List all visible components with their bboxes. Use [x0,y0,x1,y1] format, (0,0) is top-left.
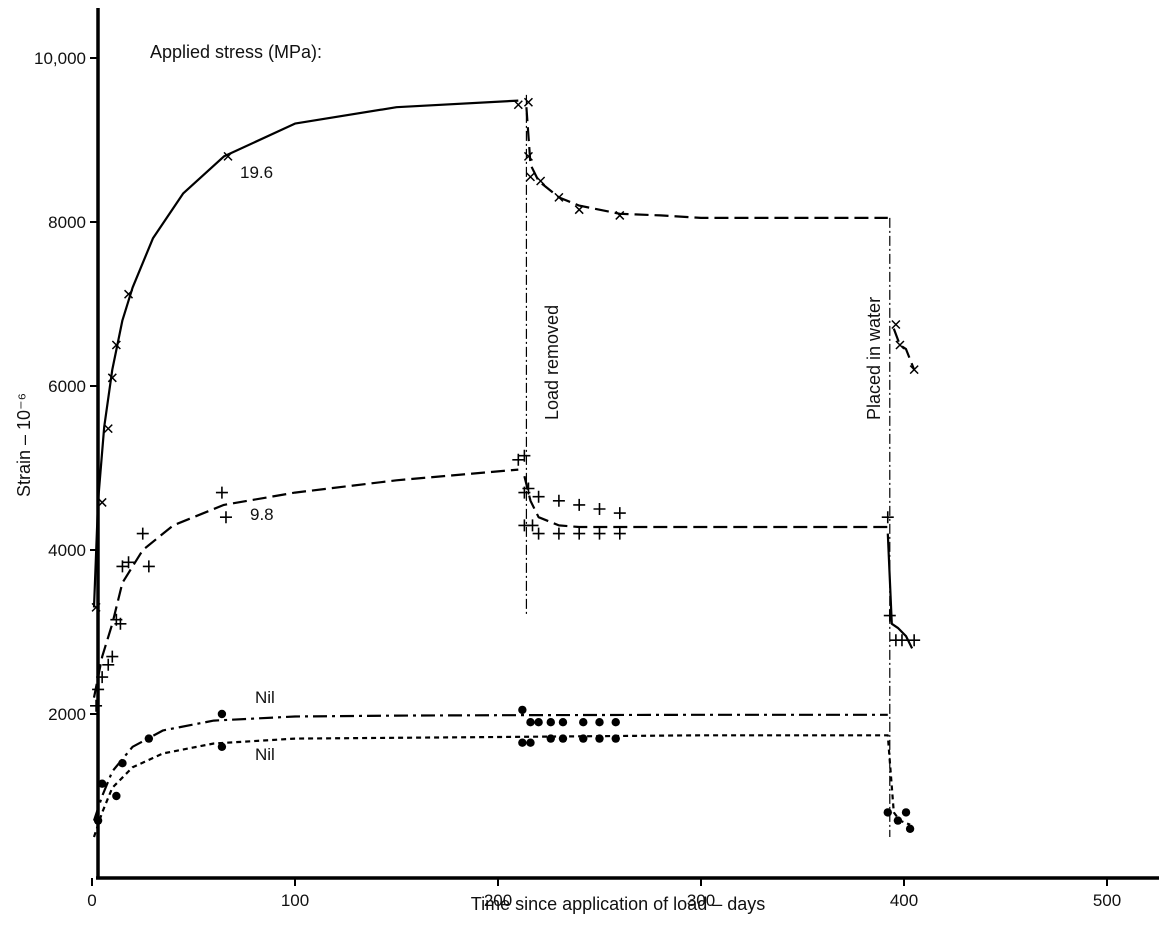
data-point-dot [595,718,603,726]
data-point-plus [614,507,626,519]
data-point-dot [98,780,106,788]
data-point-dot [526,718,534,726]
data-point-plus [594,528,606,540]
data-point-plus [614,528,626,540]
series-label-nil-lower: Nil [255,745,275,764]
data-point-dot [145,734,153,742]
data-point-x [524,98,532,106]
series-line [888,534,912,649]
data-point-dot [118,759,126,767]
data-point-dot [595,734,603,742]
y-tick-label: 6000 [48,377,86,396]
data-point-dot [218,743,226,751]
y-tick-label: 10,000 [34,49,86,68]
data-point-plus [143,560,155,572]
data-point-dot [906,825,914,833]
data-point-x [537,177,545,185]
series-line [94,470,518,698]
data-point-plus [553,495,565,507]
y-tick-label: 2000 [48,705,86,724]
y-axis-label: Strain – 10⁻⁶ [14,393,34,497]
data-point-dot [547,718,555,726]
data-point-dot [218,710,226,718]
data-point-x [514,101,522,109]
data-point-plus [137,528,149,540]
y-tick-label: 4000 [48,541,86,560]
data-point-dot [902,808,910,816]
data-point-x [896,341,904,349]
x-tick-label: 400 [890,891,918,910]
y-tick-label: 8000 [48,213,86,232]
series-label-19-6: 19.6 [240,163,273,182]
data-point-x [892,321,900,329]
series-label-9-8: 9.8 [250,505,274,524]
data-point-dot [518,706,526,714]
data-point-dot [112,792,120,800]
data-point-plus [573,499,585,511]
data-point-dot [559,718,567,726]
data-point-dot [579,734,587,742]
x-axis-label: Time since application of load – days [471,894,766,914]
series-label-nil-upper: Nil [255,688,275,707]
legend-title: Applied stress (MPa): [150,42,322,62]
data-point-x [575,206,583,214]
data-point-x [524,152,532,160]
series-line [526,107,887,218]
x-tick-label: 0 [87,891,96,910]
annotation-load-removed: Load removed [542,305,562,420]
marker-group [90,98,920,833]
data-point-plus [573,528,585,540]
data-point-dot [884,808,892,816]
data-point-dot [559,734,567,742]
data-point-dot [534,718,542,726]
data-point-plus [884,610,896,622]
data-point-dot [526,739,534,747]
data-point-dot [612,734,620,742]
data-point-dot [894,816,902,824]
x-tick-label: 100 [281,891,309,910]
data-point-plus [553,528,565,540]
data-point-x [616,211,624,219]
data-point-plus [533,491,545,503]
data-point-plus [220,511,232,523]
series-line [94,101,518,608]
data-point-x [526,173,534,181]
data-point-plus [882,511,894,523]
data-point-dot [94,816,102,824]
data-point-dot [612,718,620,726]
data-point-plus [90,700,102,712]
tick-group: 0 100 200 300 400 500 2000 4000 6000 8000 10,000 [34,49,1121,910]
series-line [94,715,888,821]
data-point-plus [533,528,545,540]
data-point-x [104,425,112,433]
data-point-dot [518,739,526,747]
series-group [94,101,914,837]
data-point-plus [216,487,228,499]
data-point-plus [518,519,530,531]
data-point-dot [547,734,555,742]
data-point-plus [594,503,606,515]
annotation-placed-in-water: Placed in water [864,297,884,420]
series-line [94,735,910,837]
x-tick-label: 500 [1093,891,1121,910]
data-point-dot [579,718,587,726]
